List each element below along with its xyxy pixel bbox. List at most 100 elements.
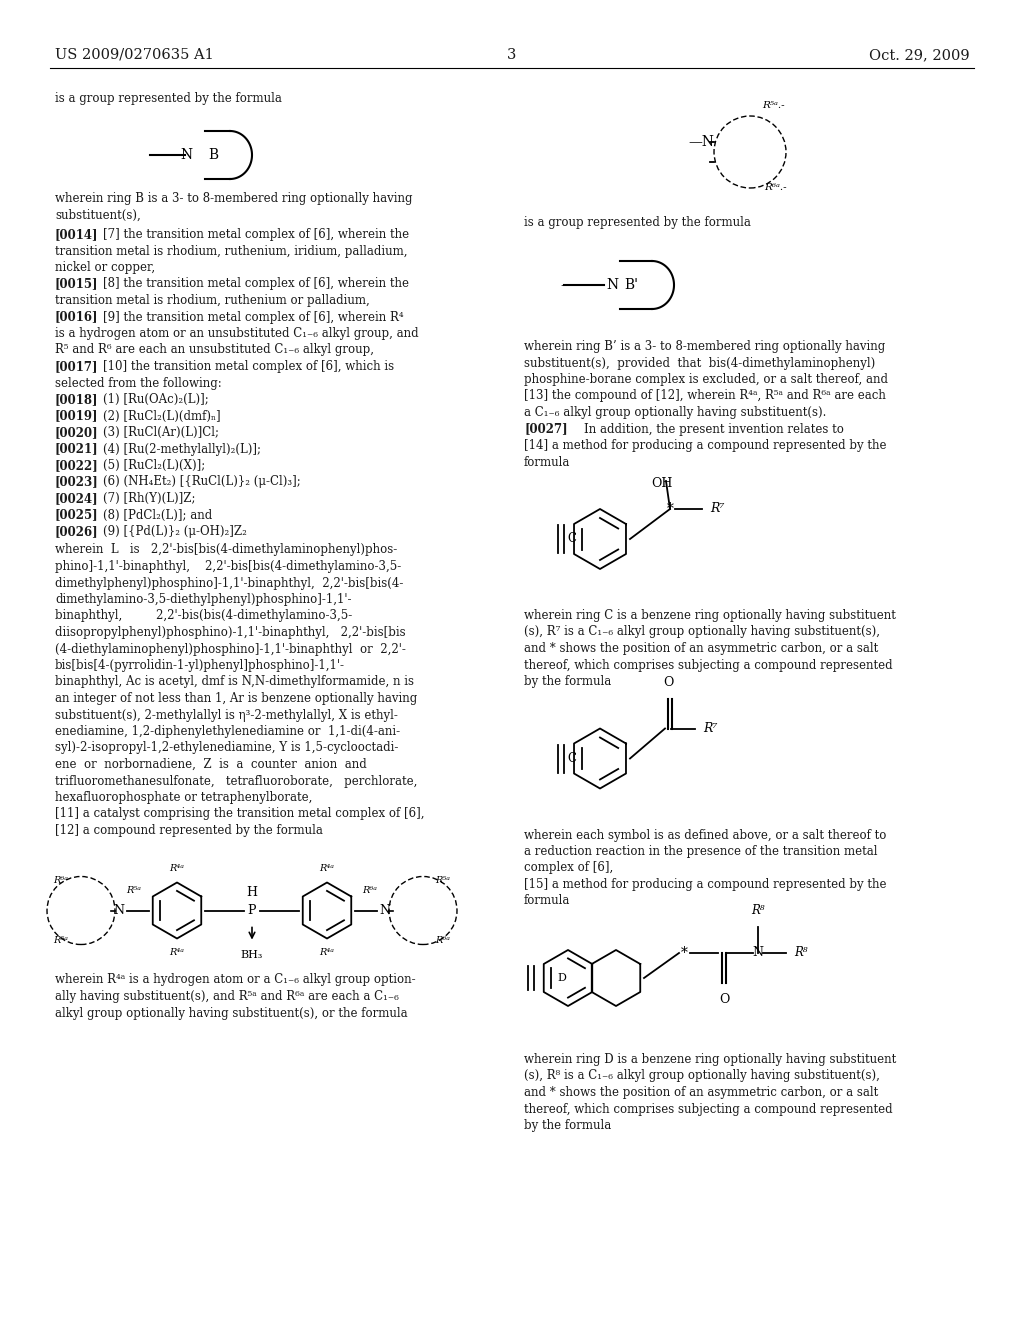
Text: transition metal is rhodium, ruthenium, iridium, palladium,: transition metal is rhodium, ruthenium, … (55, 244, 408, 257)
Text: R⁸: R⁸ (794, 946, 808, 960)
Text: substituent(s),  provided  that  bis(4-dimethylaminophenyl): substituent(s), provided that bis(4-dime… (524, 356, 876, 370)
Text: R⁴ᵃ: R⁴ᵃ (170, 865, 184, 873)
Text: R⁶ᵃ: R⁶ᵃ (435, 936, 451, 945)
Text: R⁵ᵃ: R⁵ᵃ (435, 876, 451, 884)
Text: transition metal is rhodium, ruthenium or palladium,: transition metal is rhodium, ruthenium o… (55, 294, 370, 308)
Text: C: C (567, 532, 577, 545)
Text: ally having substituent(s), and R⁵ᵃ and R⁶ᵃ are each a C₁₋₆: ally having substituent(s), and R⁵ᵃ and … (55, 990, 399, 1003)
Text: [0026]: [0026] (55, 525, 98, 539)
Text: (6) (NH₄Et₂) [{RuCl(L)}₂ (μ-Cl)₃];: (6) (NH₄Et₂) [{RuCl(L)}₂ (μ-Cl)₃]; (88, 475, 301, 488)
Text: [0024]: [0024] (55, 492, 98, 506)
Text: [0021]: [0021] (55, 442, 98, 455)
Text: and * shows the position of an asymmetric carbon, or a salt: and * shows the position of an asymmetri… (524, 1086, 879, 1100)
Text: [7] the transition metal complex of [6], wherein the: [7] the transition metal complex of [6],… (88, 228, 410, 242)
Text: R⁷: R⁷ (703, 722, 718, 735)
Text: (9) [{Pd(L)}₂ (μ-OH)₂]Z₂: (9) [{Pd(L)}₂ (μ-OH)₂]Z₂ (88, 525, 247, 539)
Text: *: * (681, 946, 687, 960)
Text: Oct. 29, 2009: Oct. 29, 2009 (869, 48, 970, 62)
Text: N: N (180, 148, 193, 162)
Text: N: N (606, 279, 618, 292)
Text: an integer of not less than 1, Ar is benzene optionally having: an integer of not less than 1, Ar is ben… (55, 692, 417, 705)
Text: (5) [RuCl₂(L)(X)];: (5) [RuCl₂(L)(X)]; (88, 459, 206, 473)
Text: wherein R⁴ᵃ is a hydrogen atom or a C₁₋₆ alkyl group option-: wherein R⁴ᵃ is a hydrogen atom or a C₁₋₆… (55, 974, 416, 986)
Text: a C₁₋₆ alkyl group optionally having substituent(s).: a C₁₋₆ alkyl group optionally having sub… (524, 407, 826, 418)
Text: [0023]: [0023] (55, 475, 98, 488)
Text: [12] a compound represented by the formula: [12] a compound represented by the formu… (55, 824, 323, 837)
Text: by the formula: by the formula (524, 675, 611, 688)
Text: dimethylphenyl)phosphino]-1,1'-binaphthyl,  2,2'-bis[bis(4-: dimethylphenyl)phosphino]-1,1'-binaphthy… (55, 577, 403, 590)
Text: is a group represented by the formula: is a group represented by the formula (55, 92, 282, 106)
Text: [0018]: [0018] (55, 393, 98, 407)
Text: complex of [6],: complex of [6], (524, 862, 613, 874)
Text: enediamine, 1,2-diphenylethylenediamine or  1,1-di(4-ani-: enediamine, 1,2-diphenylethylenediamine … (55, 725, 400, 738)
Text: R⁵ and R⁶ are each an unsubstituted C₁₋₆ alkyl group,: R⁵ and R⁶ are each an unsubstituted C₁₋₆… (55, 343, 374, 356)
Text: hexafluorophosphate or tetraphenylborate,: hexafluorophosphate or tetraphenylborate… (55, 791, 312, 804)
Text: D: D (557, 973, 566, 983)
Text: diisopropylphenyl)phosphino)-1,1'-binaphthyl,   2,2'-bis[bis: diisopropylphenyl)phosphino)-1,1'-binaph… (55, 626, 406, 639)
Text: [0025]: [0025] (55, 508, 98, 521)
Text: —: — (560, 279, 573, 292)
Text: O: O (663, 676, 673, 689)
Text: R⁴ᵃ: R⁴ᵃ (319, 948, 335, 957)
Text: O: O (719, 993, 729, 1006)
Text: R⁵ᵃ: R⁵ᵃ (127, 886, 141, 895)
Text: H: H (247, 886, 257, 899)
Text: substituent(s),: substituent(s), (55, 209, 140, 222)
Text: dimethylamino-3,5-diethylphenyl)phosphino]-1,1'-: dimethylamino-3,5-diethylphenyl)phosphin… (55, 593, 351, 606)
Text: phosphine-borane complex is excluded, or a salt thereof, and: phosphine-borane complex is excluded, or… (524, 374, 888, 385)
Text: wherein each symbol is as defined above, or a salt thereof to: wherein each symbol is as defined above,… (524, 829, 887, 842)
Text: OH: OH (651, 477, 673, 490)
Text: wherein  L   is   2,2'-bis[bis(4-dimethylaminophenyl)phos-: wherein L is 2,2'-bis[bis(4-dimethylamin… (55, 544, 397, 557)
Text: (1) [Ru(OAc)₂(L)];: (1) [Ru(OAc)₂(L)]; (88, 393, 209, 407)
Text: wherein ring D is a benzene ring optionally having substituent: wherein ring D is a benzene ring optiona… (524, 1053, 896, 1067)
Text: R⁴ᵃ: R⁴ᵃ (170, 948, 184, 957)
Text: [0022]: [0022] (55, 459, 98, 473)
Text: thereof, which comprises subjecting a compound represented: thereof, which comprises subjecting a co… (524, 659, 893, 672)
Text: trifluoromethanesulfonate,   tetrafluoroborate,   perchlorate,: trifluoromethanesulfonate, tetrafluorobo… (55, 775, 418, 788)
Text: (2) [RuCl₂(L)(dmf)ₙ]: (2) [RuCl₂(L)(dmf)ₙ] (88, 409, 221, 422)
Text: bis[bis[4-(pyrrolidin-1-yl)phenyl]phosphino]-1,1'-: bis[bis[4-(pyrrolidin-1-yl)phenyl]phosph… (55, 659, 345, 672)
Text: N: N (380, 904, 390, 917)
Text: (s), R⁸ is a C₁₋₆ alkyl group optionally having substituent(s),: (s), R⁸ is a C₁₋₆ alkyl group optionally… (524, 1069, 880, 1082)
Text: thereof, which comprises subjecting a compound represented: thereof, which comprises subjecting a co… (524, 1102, 893, 1115)
Text: R⁴ᵃ: R⁴ᵃ (319, 865, 335, 873)
Text: phino]-1,1'-binaphthyl,    2,2'-bis[bis(4-dimethylamino-3,5-: phino]-1,1'-binaphthyl, 2,2'-bis[bis(4-d… (55, 560, 401, 573)
Text: R⁶ᵃ.-: R⁶ᵃ.- (764, 183, 786, 193)
Text: [9] the transition metal complex of [6], wherein R⁴: [9] the transition metal complex of [6],… (88, 310, 403, 323)
Text: US 2009/0270635 A1: US 2009/0270635 A1 (55, 48, 214, 62)
Text: [0014]: [0014] (55, 228, 98, 242)
Text: [0020]: [0020] (55, 426, 98, 440)
Text: alkyl group optionally having substituent(s), or the formula: alkyl group optionally having substituen… (55, 1006, 408, 1019)
Text: R⁵ᵃ: R⁵ᵃ (53, 936, 69, 945)
Text: —: — (150, 148, 164, 162)
Text: [0017]: [0017] (55, 360, 98, 374)
Text: (8) [PdCl₂(L)]; and: (8) [PdCl₂(L)]; and (88, 508, 212, 521)
Text: is a group represented by the formula: is a group represented by the formula (524, 216, 751, 228)
Text: N: N (114, 904, 125, 917)
Text: by the formula: by the formula (524, 1119, 611, 1133)
Text: substituent(s), 2-methylallyl is η³-2-methylallyl, X is ethyl-: substituent(s), 2-methylallyl is η³-2-me… (55, 709, 398, 722)
Text: nickel or copper,: nickel or copper, (55, 261, 155, 275)
Text: wherein ring C is a benzene ring optionally having substituent: wherein ring C is a benzene ring optiona… (524, 609, 896, 622)
Text: a reduction reaction in the presence of the transition metal: a reduction reaction in the presence of … (524, 845, 878, 858)
Text: N: N (753, 946, 764, 960)
Text: In addition, the present invention relates to: In addition, the present invention relat… (569, 422, 844, 436)
Text: B: B (208, 148, 218, 162)
Text: [0019]: [0019] (55, 409, 98, 422)
Text: (s), R⁷ is a C₁₋₆ alkyl group optionally having substituent(s),: (s), R⁷ is a C₁₋₆ alkyl group optionally… (524, 626, 880, 639)
Text: formula: formula (524, 455, 570, 469)
Text: selected from the following:: selected from the following: (55, 376, 222, 389)
Text: [13] the compound of [12], wherein R⁴ᵃ, R⁵ᵃ and R⁶ᵃ are each: [13] the compound of [12], wherein R⁴ᵃ, … (524, 389, 886, 403)
Text: P: P (248, 904, 256, 917)
Text: [10] the transition metal complex of [6], which is: [10] the transition metal complex of [6]… (88, 360, 394, 374)
Text: [0027]: [0027] (524, 422, 567, 436)
Text: (4-diethylaminophenyl)phosphino]-1,1'-binaphthyl  or  2,2'-: (4-diethylaminophenyl)phosphino]-1,1'-bi… (55, 643, 406, 656)
Text: (7) [Rh(Y)(L)]Z;: (7) [Rh(Y)(L)]Z; (88, 492, 196, 506)
Text: B': B' (624, 279, 638, 292)
Text: C: C (567, 752, 577, 766)
Text: R⁶ᵃ: R⁶ᵃ (362, 886, 378, 895)
Text: [11] a catalyst comprising the transition metal complex of [6],: [11] a catalyst comprising the transitio… (55, 808, 425, 821)
Text: *: * (667, 502, 674, 516)
Text: [0016]: [0016] (55, 310, 98, 323)
Text: syl)-2-isopropyl-1,2-ethylenediamine, Y is 1,5-cyclooctadi-: syl)-2-isopropyl-1,2-ethylenediamine, Y … (55, 742, 398, 755)
